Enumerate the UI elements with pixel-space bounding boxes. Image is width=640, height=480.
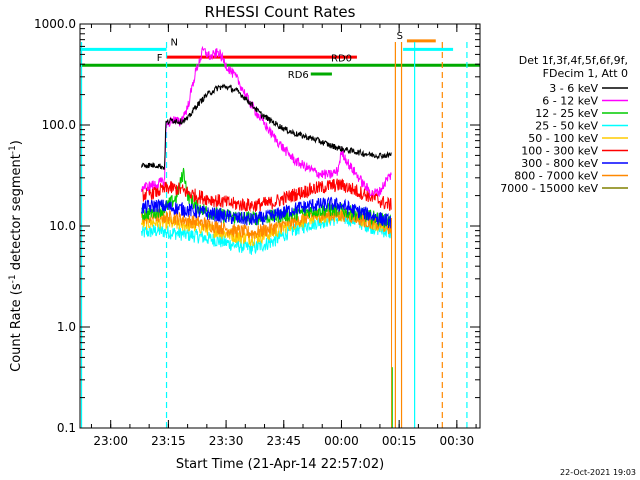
count-rate-series <box>141 45 393 428</box>
series-line-1 <box>141 45 392 197</box>
footer-date: 22-Oct-2021 19:03 <box>560 468 636 477</box>
y-axis-label-exponent: -1 <box>8 145 18 154</box>
legend-entry-label: 800 - 7000 keV <box>514 170 598 183</box>
y-tick-label: 1000.0 <box>34 17 76 31</box>
y-axis-label-part: detector segment <box>9 154 24 274</box>
y-axis-label-exponent: -1 <box>8 274 18 283</box>
legend-entry-label: 100 - 300 keV <box>521 145 598 158</box>
status-vertical-lines <box>80 42 468 428</box>
series-line-0 <box>141 83 392 170</box>
x-tick-label: 23:00 <box>93 434 128 448</box>
legend-entry-label: 12 - 25 keV <box>535 107 598 120</box>
flag-bars: N S F RD0 RD6 <box>80 31 480 81</box>
x-tick-label: 00:30 <box>440 434 475 448</box>
flag-label-f: F <box>157 53 163 64</box>
y-tick-label: 1.0 <box>57 320 76 334</box>
y-axis-label-part: ) <box>9 140 24 145</box>
y-axis-label: Count Rate (s-1 detector segment-1) <box>8 140 24 372</box>
legend-entry-label: 300 - 800 keV <box>521 157 598 170</box>
series-line-6 <box>141 196 392 229</box>
legend-header-line: Det 1f,3f,4f,5f,6f,9f, <box>519 54 628 67</box>
flag-label-n: N <box>171 37 178 48</box>
legend-header-line: FDecim 1, Att 0 <box>543 67 628 80</box>
x-tick-label: 00:00 <box>324 434 359 448</box>
x-tick-label: 23:45 <box>266 434 301 448</box>
x-tick-label: 23:15 <box>151 434 186 448</box>
series-line-5 <box>141 178 392 213</box>
legend-entry-label: 7000 - 15000 keV <box>500 182 598 195</box>
plot-axes: 0.1 1.0 10.0 100.0 1000.0 23:00 23:15 23:30 23:4… <box>34 17 481 448</box>
legend-entry-label: 25 - 50 keV <box>535 120 598 133</box>
y-tick-label: 100.0 <box>42 118 76 132</box>
legend-entry-label: 6 - 12 keV <box>542 95 598 108</box>
flag-label-s: S <box>397 31 403 42</box>
flag-label-rd6: RD6 <box>288 70 309 81</box>
flag-label-rd0: RD0 <box>331 53 352 64</box>
legend-entry-label: 50 - 100 keV <box>528 132 598 145</box>
y-axis-label-part: Count Rate (s <box>9 283 24 372</box>
y-tick-label: 10.0 <box>49 219 76 233</box>
y-tick-label: 0.1 <box>57 421 76 435</box>
x-tick-label: 00:15 <box>382 434 417 448</box>
legend-entry-label: 3 - 6 keV <box>549 82 598 95</box>
legend: Det 1f,3f,4f,5f,6f,9f, FDecim 1, Att 0 3… <box>500 54 628 195</box>
chart-title: RHESSI Count Rates <box>205 3 356 21</box>
x-axis-label: Start Time (21-Apr-14 22:57:02) <box>176 457 384 472</box>
x-tick-label: 23:30 <box>209 434 244 448</box>
